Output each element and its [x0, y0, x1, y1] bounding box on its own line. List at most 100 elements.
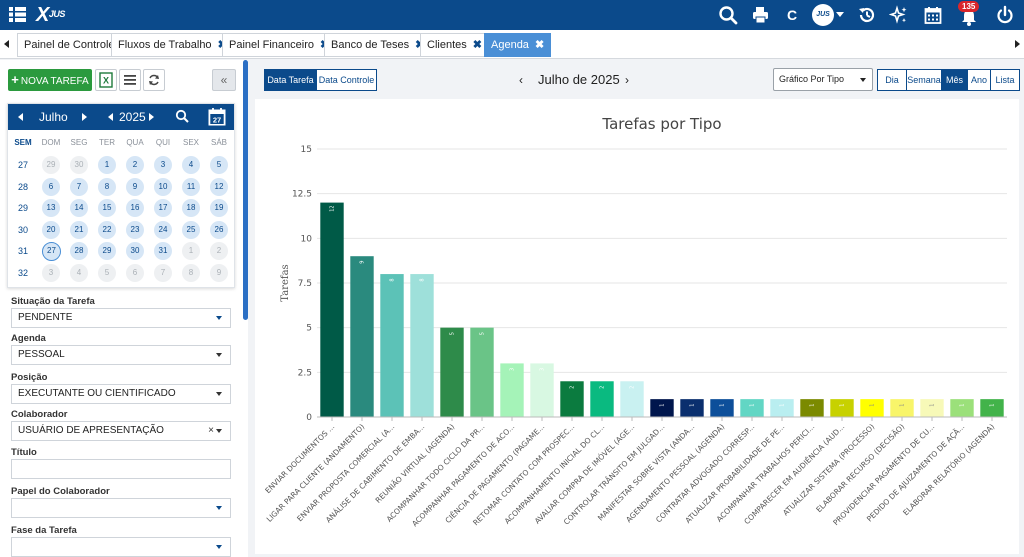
history-icon[interactable]	[857, 5, 877, 25]
calendar-day[interactable]: 30	[70, 156, 88, 174]
calendar-day[interactable]: 3	[154, 156, 172, 174]
calendar-day[interactable]: 4	[70, 263, 88, 282]
filter-field[interactable]	[11, 498, 231, 518]
calendar-day[interactable]: 23	[126, 220, 144, 239]
tab-banco-de-teses[interactable]: Banco de Teses✖	[324, 33, 432, 57]
next-year-icon[interactable]	[149, 113, 154, 121]
calendar-day[interactable]: 8	[182, 263, 200, 282]
filter-field[interactable]: USUÁRIO DE APRESENTAÇÃO ×	[11, 421, 231, 441]
prev-month-icon[interactable]	[18, 113, 23, 121]
filter-field[interactable]	[11, 537, 231, 557]
contrast-icon[interactable]: C	[786, 7, 798, 23]
calendar-year[interactable]: 2025	[119, 110, 146, 124]
calendar-day[interactable]: 26	[210, 220, 228, 239]
calendar-day[interactable]: 12	[210, 177, 228, 196]
calendar-day[interactable]: 19	[210, 199, 228, 217]
week-number[interactable]: 30	[17, 224, 28, 235]
calendar-day[interactable]: 13	[42, 199, 60, 217]
close-icon[interactable]: ✖	[415, 39, 424, 51]
next-period-icon[interactable]: ›	[625, 73, 629, 87]
calendar-day[interactable]: 29	[98, 242, 116, 260]
calendar-day[interactable]: 1	[182, 242, 200, 260]
calendar-search-icon[interactable]	[175, 109, 189, 123]
week-number[interactable]: 32	[17, 267, 28, 278]
calendar-day[interactable]: 29	[42, 156, 60, 174]
week-number[interactable]: 28	[17, 181, 28, 192]
calendar-day[interactable]: 5	[210, 156, 228, 174]
tab-painel-financeiro[interactable]: Painel Financeiro✖	[222, 33, 337, 57]
calendar-day[interactable]: 25	[182, 220, 200, 239]
calendar-day[interactable]: 28	[70, 242, 88, 260]
avatar[interactable]: JUS	[812, 4, 834, 26]
bell-icon[interactable]	[959, 7, 979, 27]
search-icon[interactable]	[718, 5, 738, 25]
data-controle-toggle[interactable]: Data Controle	[316, 69, 377, 91]
calendar-day[interactable]: 20	[42, 220, 60, 239]
next-month-icon[interactable]	[82, 113, 87, 121]
sparkle-icon[interactable]	[888, 5, 909, 25]
range-mes-button[interactable]: Mês	[941, 69, 968, 91]
prev-period-icon[interactable]: ‹	[519, 73, 523, 87]
list-view-button[interactable]	[119, 69, 141, 91]
calendar-day[interactable]: 9	[126, 177, 144, 196]
calendar-day[interactable]: 5	[98, 263, 116, 282]
calendar-day[interactable]: 10	[154, 177, 172, 196]
filter-field[interactable]	[11, 459, 231, 479]
menu-icon[interactable]	[9, 7, 26, 22]
power-icon[interactable]	[995, 5, 1015, 25]
tab-painel-de-controle[interactable]: Painel de Controle	[17, 33, 122, 57]
calendar-day[interactable]: 4	[182, 156, 200, 174]
sidebar-scrollbar[interactable]	[243, 60, 248, 320]
tab-agenda[interactable]: Agenda ✖	[484, 33, 552, 57]
range-ano-button[interactable]: Ano	[967, 69, 991, 91]
close-icon[interactable]: ✖	[472, 39, 482, 51]
collapse-sidebar-button[interactable]: «	[212, 69, 236, 91]
calendar-day[interactable]: 17	[154, 199, 172, 217]
calendar-day[interactable]: 6	[126, 263, 144, 282]
tab-fluxos-de-trabalho[interactable]: Fluxos de Trabalho✖	[111, 33, 234, 57]
calendar-day[interactable]: 15	[98, 199, 116, 217]
calendar-day[interactable]: 14	[70, 199, 88, 217]
chart-type-select[interactable]: Gráfico Por Tipo	[773, 68, 873, 91]
tab-scroll-left-icon[interactable]	[4, 40, 9, 48]
filter-field[interactable]: PESSOAL	[11, 345, 231, 365]
range-dia-button[interactable]: Dia	[877, 69, 907, 91]
tab-clientes[interactable]: Clientes ✖	[420, 33, 489, 57]
calendar-day[interactable]: 18	[182, 199, 200, 217]
nova-tarefa-button[interactable]: + NOVA TAREFA	[8, 69, 92, 91]
refresh-button[interactable]	[143, 69, 165, 91]
today-calendar-icon[interactable]: 27	[208, 107, 226, 126]
app-logo[interactable]: XJUS	[36, 4, 65, 26]
calendar-day[interactable]: 9	[210, 263, 228, 282]
week-number[interactable]: 31	[17, 246, 28, 256]
calendar-day[interactable]: 22	[98, 220, 116, 239]
calendar-day[interactable]: 24	[154, 220, 172, 239]
calendar-day[interactable]: 21	[70, 220, 88, 239]
filter-field[interactable]: EXECUTANTE OU CIENTIFICADO	[11, 384, 231, 404]
week-number[interactable]: 29	[17, 203, 28, 213]
range-lista-button[interactable]: Lista	[990, 69, 1020, 91]
prev-year-icon[interactable]	[108, 113, 113, 121]
export-excel-button[interactable]: X	[95, 69, 117, 91]
calendar-icon[interactable]	[923, 5, 943, 25]
range-semana-button[interactable]: Semana	[906, 69, 942, 91]
week-number[interactable]: 27	[17, 160, 28, 170]
clear-icon[interactable]: ×	[208, 425, 214, 436]
close-icon[interactable]: ✖	[534, 39, 545, 51]
calendar-day[interactable]: 7	[70, 177, 88, 196]
calendar-month[interactable]: Julho	[39, 110, 68, 124]
calendar-day[interactable]: 6	[42, 177, 60, 196]
calendar-day[interactable]: 30	[126, 242, 144, 260]
calendar-day[interactable]: 11	[182, 177, 200, 196]
calendar-day[interactable]: 16	[126, 199, 144, 217]
filter-field[interactable]: PENDENTE	[11, 308, 231, 328]
data-tarefa-toggle[interactable]: Data Tarefa	[264, 69, 317, 91]
calendar-day-today[interactable]: 27	[42, 242, 61, 261]
calendar-day[interactable]: 31	[154, 242, 172, 260]
calendar-day[interactable]: 2	[126, 156, 144, 174]
calendar-day[interactable]: 2	[210, 242, 228, 260]
calendar-day[interactable]: 1	[98, 156, 116, 174]
calendar-day[interactable]: 3	[42, 263, 60, 282]
calendar-day[interactable]: 7	[154, 263, 172, 282]
tab-scroll-right-icon[interactable]	[1015, 40, 1020, 48]
